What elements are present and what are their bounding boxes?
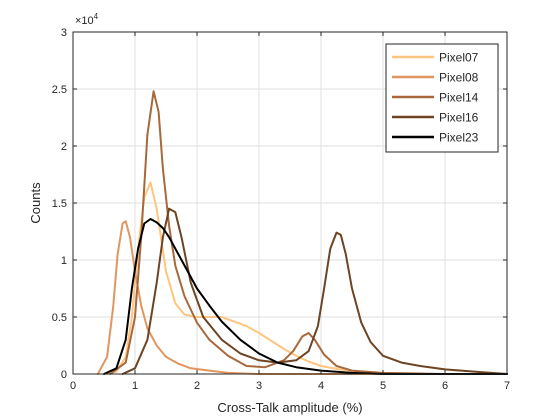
y-tick-label: 3 xyxy=(61,27,67,39)
legend-label-pixel08: Pixel08 xyxy=(439,71,479,85)
x-tick-label: 1 xyxy=(132,380,138,392)
series-line-pixel16 xyxy=(121,207,508,375)
x-tick-label: 4 xyxy=(318,380,324,392)
y-tick-label: 1.5 xyxy=(52,198,67,210)
y-tick-label: 2.5 xyxy=(52,84,67,96)
y-axis-title: Counts xyxy=(28,182,43,224)
y-tick-label: 0.5 xyxy=(52,312,67,324)
y-scale-label: ×104 xyxy=(75,12,99,27)
legend-label-pixel16: Pixel16 xyxy=(439,111,479,125)
series-lines xyxy=(96,90,508,375)
x-tick-label: 6 xyxy=(442,380,448,392)
series-line-pixel23 xyxy=(103,218,508,375)
legend-label-pixel14: Pixel14 xyxy=(439,91,479,105)
x-tick-label: 5 xyxy=(380,380,386,392)
x-tick-label: 3 xyxy=(256,380,262,392)
y-tick-label: 1 xyxy=(61,255,67,267)
x-axis-title: Cross-Talk amplitude (%) xyxy=(217,400,362,415)
legend: Pixel07 Pixel08 Pixel14 Pixel16 Pixel23 xyxy=(385,43,499,153)
legend-label-pixel23: Pixel23 xyxy=(439,131,479,145)
x-tick-label: 0 xyxy=(70,380,76,392)
legend-label-pixel07: Pixel07 xyxy=(439,51,479,65)
y-tick-label: 2 xyxy=(61,141,67,153)
series-line-pixel14 xyxy=(109,90,508,375)
axes: 0 1 2 3 4 5 6 7 0 0.5 1 1.5 2 2.5 3 xyxy=(52,27,510,392)
x-tick-label: 7 xyxy=(504,380,510,392)
y-tick-label: 0 xyxy=(61,369,67,381)
x-tick-label: 2 xyxy=(194,380,200,392)
